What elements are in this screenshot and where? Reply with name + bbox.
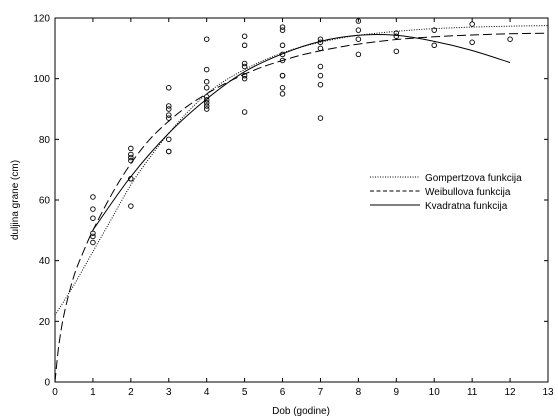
data-point	[166, 112, 172, 118]
data-point	[128, 151, 134, 158]
data-point	[203, 106, 210, 112]
fitted-curves	[54, 25, 549, 383]
data-point	[166, 136, 172, 143]
y-axis-ticks: 0 20 40 60 80 100 120	[33, 14, 548, 389]
x-tick-label: 13	[542, 387, 554, 398]
data-point	[128, 154, 134, 161]
data-point	[279, 85, 286, 91]
y-tick-label: 120	[33, 14, 50, 25]
legend-label-kvadratna: Kvadratna funkcija	[425, 201, 508, 212]
data-point	[241, 42, 248, 49]
legend-label-weibull: Weibullova funkcija	[425, 187, 511, 198]
data-point	[355, 18, 362, 24]
data-point	[241, 109, 248, 115]
x-tick-label: 6	[280, 387, 286, 398]
data-point	[317, 45, 324, 52]
x-tick-label: 1	[90, 387, 96, 398]
data-point	[90, 206, 96, 212]
data-point	[317, 63, 324, 70]
gompertz-curve	[54, 25, 549, 316]
data-point	[166, 148, 172, 155]
y-tick-label: 20	[39, 317, 51, 328]
data-point	[128, 157, 134, 164]
x-tick-label: 7	[318, 387, 324, 398]
data-point	[355, 27, 362, 33]
data-point	[431, 42, 437, 49]
data-point	[128, 203, 134, 209]
data-point	[241, 75, 248, 82]
data-point	[279, 51, 286, 58]
data-point	[241, 33, 248, 39]
data-point	[317, 115, 324, 121]
data-point	[279, 91, 286, 97]
x-tick-label: 9	[394, 387, 400, 398]
data-point	[203, 94, 210, 100]
x-tick-label: 10	[429, 387, 441, 398]
data-point	[279, 72, 286, 79]
x-tick-label: 4	[204, 387, 210, 398]
data-point	[241, 60, 248, 67]
y-tick-label: 60	[39, 196, 51, 207]
data-point	[279, 24, 286, 30]
x-tick-label: 3	[166, 387, 172, 398]
data-point	[241, 63, 248, 70]
data-point	[279, 42, 286, 49]
x-tick-label: 12	[505, 387, 517, 398]
data-point	[317, 36, 324, 42]
data-point	[203, 85, 210, 91]
data-point	[128, 176, 134, 182]
data-point	[355, 36, 362, 42]
data-point	[393, 48, 400, 55]
x-axis-ticks: 0 1 2 3 4 5 6 7 8 9 10 11 12 13	[52, 18, 554, 398]
x-tick-label: 11	[467, 387, 478, 398]
data-point	[166, 115, 172, 121]
y-tick-label: 100	[33, 74, 50, 85]
data-point	[393, 30, 400, 36]
y-axis-title: duljina grane (cm)	[10, 160, 21, 240]
data-point	[279, 57, 286, 64]
x-tick-label: 8	[356, 387, 362, 398]
data-point	[469, 21, 475, 27]
data-point	[90, 230, 96, 237]
y-tick-label: 40	[39, 256, 51, 267]
x-axis-title: Dob (godine)	[272, 406, 330, 417]
data-point	[203, 97, 210, 103]
x-tick-label: 5	[242, 387, 248, 398]
data-point	[469, 39, 475, 46]
data-point	[166, 106, 172, 112]
data-point	[317, 81, 324, 88]
data-point	[203, 103, 210, 109]
legend: Gompertzova funkcija Weibullova funkcija…	[370, 173, 522, 212]
kvadratna-curve	[92, 34, 511, 231]
data-point	[317, 72, 324, 79]
data-point	[203, 100, 210, 106]
legend-label-gompertz: Gompertzova funkcija	[425, 173, 522, 184]
data-point	[507, 36, 513, 42]
data-point	[166, 85, 172, 91]
data-point	[90, 233, 96, 240]
data-point	[203, 66, 210, 73]
data-point	[203, 78, 210, 85]
plot-frame	[54, 17, 549, 383]
data-point	[393, 33, 400, 39]
weibull-curve	[54, 32, 549, 383]
y-tick-label: 80	[39, 135, 51, 146]
x-tick-label: 0	[52, 387, 58, 398]
scatter-points	[90, 18, 513, 246]
x-tick-label: 2	[128, 387, 134, 398]
data-point	[90, 239, 96, 246]
data-point	[355, 51, 362, 58]
data-point	[317, 39, 324, 46]
data-point	[203, 36, 210, 42]
data-point	[431, 27, 437, 33]
data-point	[128, 145, 134, 152]
data-point	[166, 103, 172, 109]
data-point	[279, 27, 286, 33]
data-point	[241, 72, 248, 79]
y-tick-label: 0	[44, 378, 50, 389]
data-point	[90, 194, 96, 200]
data-point	[90, 215, 96, 221]
